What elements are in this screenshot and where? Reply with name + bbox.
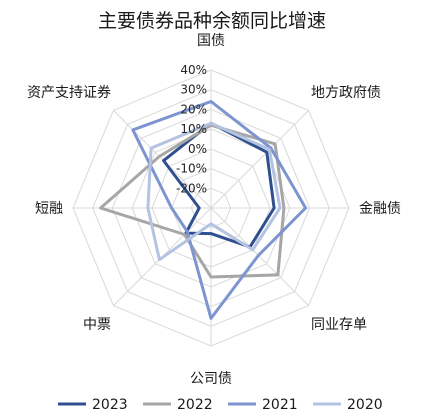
series-line-2020 [146,121,282,262]
tick-label: 0% [188,142,207,156]
series-line-2022 [99,123,286,279]
radial-ticks: 40% 30% 20% 10% 0% -10% -20% [176,63,207,195]
category-label: 公司债 [190,371,232,387]
legend: 2023 2022 2021 2020 [58,397,383,413]
category-label: 金融债 [359,201,401,217]
category-label: 短融 [35,201,63,217]
tick-label: -20% [176,181,207,195]
category-label: 资产支持证券 [27,85,111,101]
tick-label: 20% [180,102,207,116]
grid-spoke [210,207,309,306]
chart-title: 主要债券品种余额同比增速 [98,10,326,32]
category-label: 国债 [197,33,225,49]
tick-label: 10% [180,122,207,136]
tick-label: 40% [180,63,207,77]
radar-grid [72,69,350,347]
series-line-2023 [162,121,276,249]
series-line-2021 [131,100,308,320]
grid-spoke [210,110,309,209]
tick-label: 30% [180,83,207,97]
legend-label: 2022 [177,397,213,413]
legend-label: 2023 [92,397,128,413]
legend-label: 2020 [347,397,383,413]
category-label: 中票 [83,317,111,333]
legend-label: 2021 [262,397,298,413]
radar-series [99,100,308,320]
tick-label: -10% [176,162,207,176]
category-label: 地方政府债 [311,85,381,101]
grid-spoke [113,110,212,209]
category-label: 同业存单 [311,317,367,333]
